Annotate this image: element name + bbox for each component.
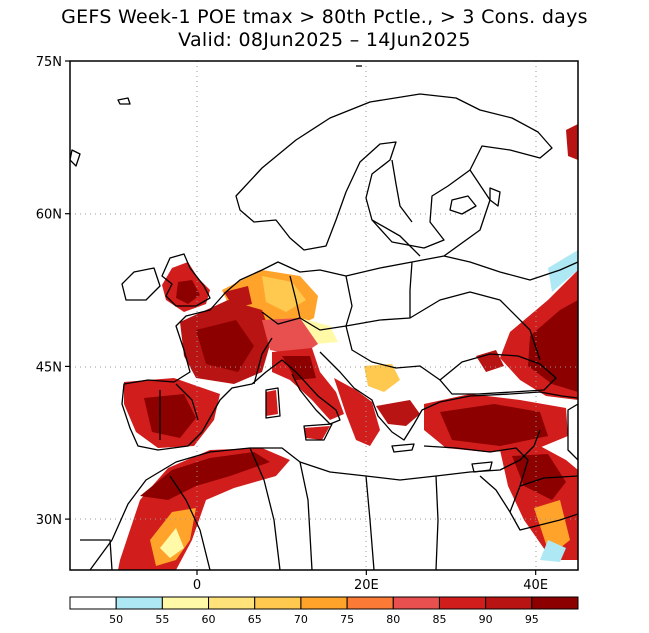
colorbar-swatch <box>69 596 117 610</box>
lat-label: 75N <box>36 55 62 70</box>
colorbar-label: 70 <box>294 613 308 626</box>
map-frame <box>69 60 579 571</box>
shade-germany-pale <box>300 318 338 344</box>
shade-africa-yellow <box>160 528 184 558</box>
colorbar-swatch <box>485 596 533 610</box>
colorbar-swatch <box>161 596 210 610</box>
colorbar-swatch <box>392 596 440 610</box>
colorbar-label: 95 <box>525 613 539 626</box>
colorbar-swatch <box>346 596 394 610</box>
map-subtitle: Valid: 08Jun2025 – 14Jun2025 <box>178 29 471 51</box>
colorbar-swatch <box>254 596 302 610</box>
map-area <box>70 61 578 570</box>
shade-italy-core <box>282 356 316 380</box>
colorbar-label: 85 <box>432 613 446 626</box>
shade-balkans-pale <box>364 364 400 392</box>
shade-germany-light <box>262 276 306 312</box>
colorbar-swatch <box>208 596 256 610</box>
colorbar-swatch <box>531 596 579 610</box>
colorbar-swatch <box>438 596 487 610</box>
shade-turkey-core <box>440 404 548 446</box>
colorbar: 50 55 60 65 70 75 80 85 90 95 <box>69 596 579 626</box>
shade-northeast <box>566 124 578 160</box>
colorbar-label: 60 <box>202 613 216 626</box>
map-title: GEFS Week-1 POE tmax > 80th Pctle., > 3 … <box>61 6 588 28</box>
shade-fringe-east <box>548 250 578 292</box>
shade-france-core <box>196 320 254 372</box>
axis-ticks <box>65 60 537 575</box>
axis-labels: 75N 60N 45N 30N 0 20E 40E <box>36 55 548 593</box>
shade-sicily <box>304 426 330 440</box>
lon-label: 20E <box>354 578 379 593</box>
shade-levant-orange <box>534 500 570 556</box>
shade-levant-core <box>512 454 566 500</box>
colorbar-swatch <box>300 596 348 610</box>
lon-label: 0 <box>193 578 201 593</box>
shade-greece <box>376 400 420 426</box>
probability-shading <box>118 124 578 570</box>
lat-label: 30N <box>36 513 62 528</box>
colorbar-swatch <box>115 596 163 610</box>
colorbar-label: 80 <box>386 613 400 626</box>
colorbar-label: 55 <box>155 613 169 626</box>
shade-africa-core <box>140 452 270 500</box>
shade-britain-core <box>176 280 200 304</box>
shade-alps <box>262 318 318 356</box>
colorbar-label: 65 <box>248 613 262 626</box>
colorbar-label: 90 <box>479 613 493 626</box>
lat-label: 45N <box>36 360 62 375</box>
colorbar-label: 50 <box>109 613 123 626</box>
shade-russia-core <box>528 300 578 392</box>
colorbar-label: 75 <box>340 613 354 626</box>
coastlines <box>70 65 578 570</box>
shade-iberia-core <box>144 394 196 438</box>
shade-balkans <box>334 378 380 446</box>
shade-sardinia <box>266 390 278 416</box>
shade-levant-fringe <box>540 540 566 562</box>
lon-label: 40E <box>523 578 548 593</box>
lat-label: 60N <box>36 208 62 223</box>
